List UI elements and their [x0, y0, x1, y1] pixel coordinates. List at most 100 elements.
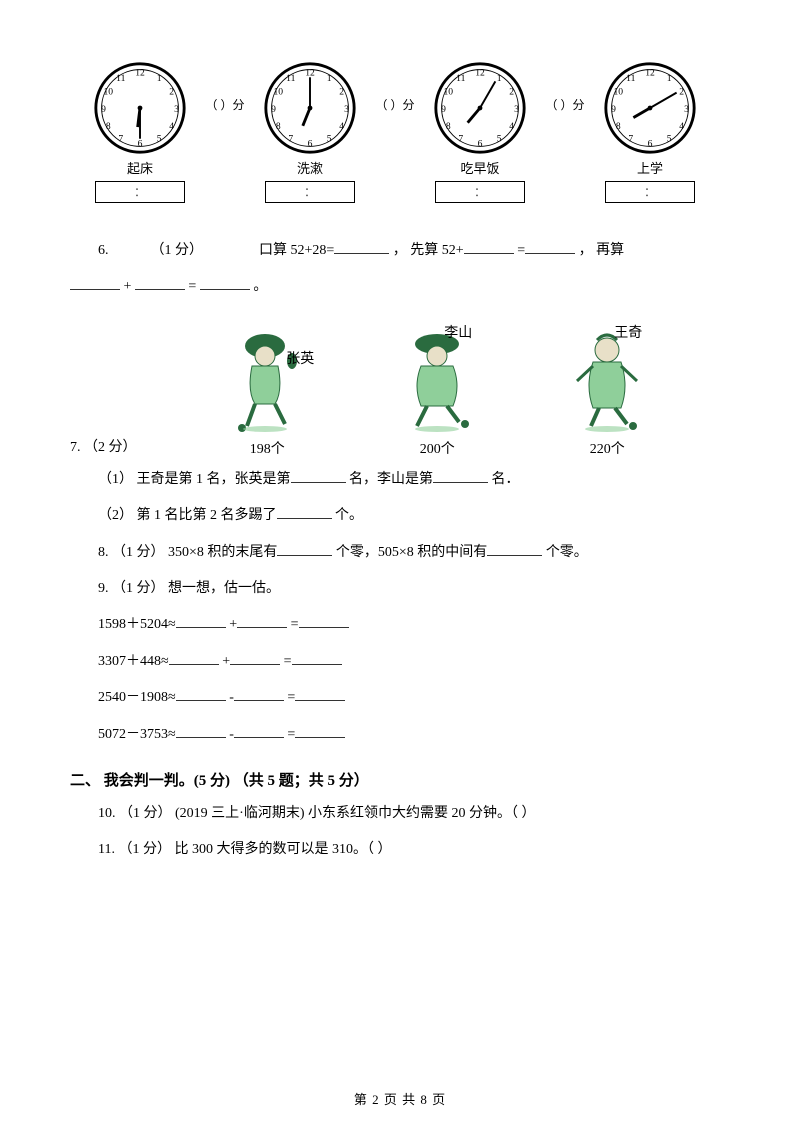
svg-text:11: 11 — [456, 73, 465, 84]
q6-eq2: = — [188, 279, 196, 294]
q6-t3: ， 再算 — [579, 243, 625, 258]
q7-sub1: （1） 王奇是第 1 名，张英是第 名，李山是第 名． — [70, 462, 730, 498]
blank[interactable] — [295, 687, 345, 701]
figure-wangqi: 王奇 220个 — [542, 326, 672, 458]
blank[interactable] — [487, 542, 542, 556]
blank[interactable] — [525, 240, 575, 254]
interval-label: （ ）分 — [370, 60, 420, 113]
q7-sub1a: （1） 王奇是第 1 名，张英是第 — [98, 472, 291, 487]
time-input-box[interactable]: ： — [95, 181, 185, 203]
figure-count: 220个 — [590, 438, 625, 458]
question-11: 11. （1 分） 比 300 大得多的数可以是 310。（ ） — [70, 832, 730, 868]
blank[interactable] — [176, 614, 226, 628]
blank[interactable] — [295, 724, 345, 738]
svg-text:12: 12 — [645, 67, 655, 78]
figure-count: 198个 — [250, 438, 285, 458]
clock-face-icon: 1212 345 678 91011 — [92, 60, 188, 156]
svg-text:9: 9 — [271, 104, 276, 115]
blank[interactable] — [230, 651, 280, 665]
svg-text:10: 10 — [274, 87, 284, 98]
question-7-row: 7. （2 分） 张英 198个 李山 — [70, 306, 730, 462]
svg-text:12: 12 — [475, 67, 485, 78]
blank[interactable] — [299, 614, 349, 628]
q9-row-4: 5072－3753≈ - = — [70, 717, 730, 753]
clock-wake: 1212 345 678 91011 起床 ： — [80, 60, 200, 203]
q7-sub1c: 名． — [492, 472, 520, 487]
time-input-box[interactable]: ： — [435, 181, 525, 203]
svg-text:1: 1 — [497, 73, 502, 84]
clock-school: 1212 345 678 91011 上学 ： — [590, 60, 710, 203]
blank[interactable] — [176, 687, 226, 701]
svg-text:8: 8 — [106, 121, 111, 132]
svg-text:7: 7 — [458, 134, 463, 145]
q9-eq: = — [291, 617, 299, 632]
svg-text:5: 5 — [497, 134, 502, 145]
section-2-title: 二、 我会判一判。(5 分) （共 5 题；共 5 分） — [70, 769, 730, 790]
svg-text:8: 8 — [276, 121, 281, 132]
blank[interactable] — [277, 542, 332, 556]
svg-text:1: 1 — [667, 73, 672, 84]
blank[interactable] — [464, 240, 514, 254]
svg-text:7: 7 — [628, 134, 633, 145]
q6-t1: 口算 52+28= — [259, 243, 334, 258]
blank[interactable] — [292, 651, 342, 665]
q9-row-1: 1598＋5204≈ + = — [70, 607, 730, 643]
svg-text:2: 2 — [679, 87, 684, 98]
q6-plus: + — [124, 279, 132, 294]
q7-label: 7. （2 分） — [70, 436, 137, 462]
svg-text:2: 2 — [169, 87, 174, 98]
question-9-title: 9. （1 分） 想一想，估一估。 — [70, 571, 730, 607]
svg-text:5: 5 — [327, 134, 332, 145]
blank[interactable] — [234, 687, 284, 701]
clocks-row: 1212 345 678 91011 起床 ： （ ）分 1212 345 67… — [60, 60, 730, 203]
blank[interactable] — [200, 276, 250, 290]
blank[interactable] — [234, 724, 284, 738]
blank[interactable] — [135, 276, 185, 290]
question-6: 6. （1 分） 口算 52+28= ， 先算 52+ = ， 再算 — [70, 233, 730, 269]
time-input-box[interactable]: ： — [265, 181, 355, 203]
page-footer: 第 2 页 共 8 页 — [0, 1089, 800, 1108]
blank[interactable] — [169, 651, 219, 665]
blank[interactable] — [334, 240, 389, 254]
svg-text:3: 3 — [514, 104, 519, 115]
blank[interactable] — [433, 469, 488, 483]
svg-text:10: 10 — [614, 87, 624, 98]
question-10: 10. （1 分） (2019 三上·临河期末) 小东系红领巾大约需要 20 分… — [70, 796, 730, 832]
svg-text:7: 7 — [288, 134, 293, 145]
svg-text:11: 11 — [116, 73, 125, 84]
blank[interactable] — [70, 276, 120, 290]
blank[interactable] — [237, 614, 287, 628]
svg-text:6: 6 — [648, 138, 653, 149]
clock-label: 起床 — [127, 158, 153, 177]
question-6-cont: + = 。 — [70, 269, 730, 305]
clock-label: 上学 — [637, 158, 663, 177]
svg-text:1: 1 — [327, 73, 332, 84]
q8c: 个零。 — [546, 545, 588, 560]
q8b: 个零，505×8 积的中间有 — [336, 545, 487, 560]
q6-eq: = — [517, 243, 525, 258]
svg-text:3: 3 — [174, 104, 179, 115]
q6-num: 6. — [98, 243, 109, 258]
figure-lishan: 李山 200个 — [372, 326, 502, 458]
clock-breakfast: 1212 345 678 91011 吃早饭 ： — [420, 60, 540, 203]
blank[interactable] — [291, 469, 346, 483]
figures-row: 张英 198个 李山 200个 — [145, 326, 731, 458]
svg-text:4: 4 — [339, 121, 344, 132]
q6-period: 。 — [253, 279, 267, 294]
svg-text:5: 5 — [157, 134, 162, 145]
svg-text:4: 4 — [679, 121, 684, 132]
figure-name: 王奇 — [614, 322, 642, 342]
q7-sub2b: 个。 — [335, 508, 363, 523]
clock-wash: 1212 345 678 91011 洗漱 ： — [250, 60, 370, 203]
blank[interactable] — [176, 724, 226, 738]
svg-text:2: 2 — [339, 87, 344, 98]
figure-name: 张英 — [286, 348, 314, 368]
q9-lhs: 3307＋448≈ — [98, 654, 169, 669]
q9-lhs: 5072－3753≈ — [98, 727, 176, 742]
svg-text:6: 6 — [138, 138, 143, 149]
time-input-box[interactable]: ： — [605, 181, 695, 203]
svg-text:3: 3 — [344, 104, 349, 115]
blank[interactable] — [277, 505, 332, 519]
q6-pts: （1 分） — [151, 243, 204, 258]
svg-text:10: 10 — [444, 87, 454, 98]
